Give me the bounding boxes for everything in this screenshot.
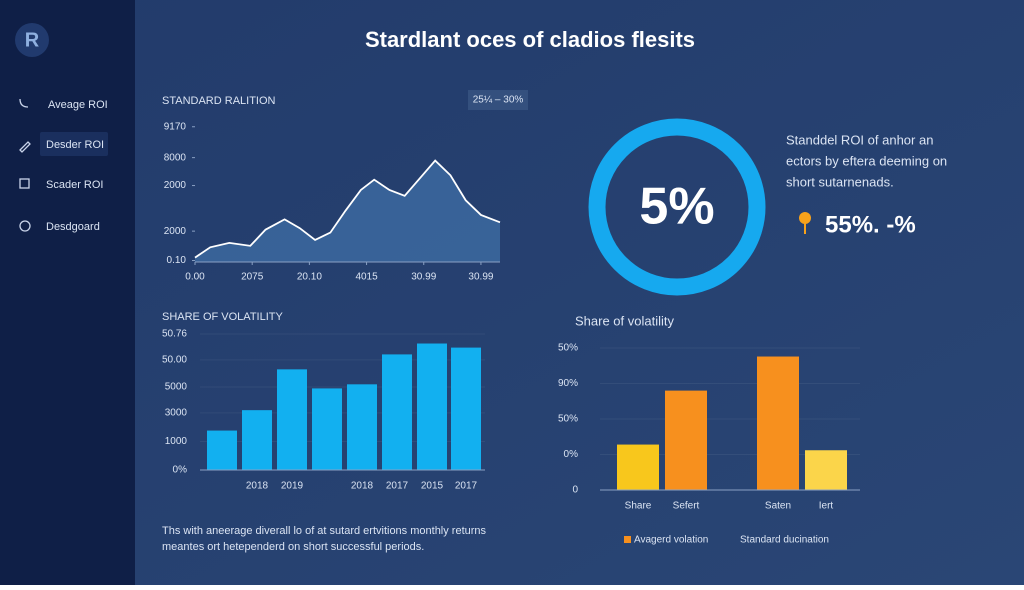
x-tick-label: 2015 (421, 481, 444, 492)
footnote-line: meantes ort hetependerd on short success… (162, 541, 424, 553)
y-tick-label: 9170 (164, 121, 187, 132)
x-tick-label: 2017 (455, 481, 478, 492)
icon (19, 220, 31, 232)
bar (665, 390, 707, 490)
badge: 25¼ – 30% (473, 94, 524, 106)
chart-title: Share of volatility (575, 313, 674, 328)
area (195, 160, 500, 262)
y-tick-label: 2000 (164, 180, 187, 191)
x-tick-label: 4015 (355, 272, 378, 283)
x-tick-label: 0.00 (185, 272, 205, 283)
bar (451, 347, 481, 470)
x-tick-label: 2018 (246, 481, 269, 492)
description-line: short sutarnenads. (786, 174, 894, 189)
bar (617, 444, 659, 490)
bar (805, 450, 847, 490)
donut-ring (588, 118, 766, 296)
x-tick-label: 20.10 (297, 272, 322, 283)
y-tick-label: 90% (558, 378, 578, 389)
page-title: Stardlant oces of cladios flesits (365, 27, 695, 52)
logo: R (25, 29, 40, 51)
line (194, 159, 501, 259)
x-tick-label: Share (625, 501, 652, 512)
icon (19, 178, 30, 189)
y-tick-label: 0 (572, 485, 578, 496)
nav-item[interactable]: Desder ROI (46, 139, 104, 151)
x-tick-label: Sefert (673, 501, 700, 512)
legend-label: Avagerd volation (634, 535, 708, 546)
y-tick-label: 3000 (165, 408, 188, 419)
y-tick-label: 2000 (164, 226, 187, 237)
icon (19, 98, 29, 108)
y-tick-label: 50% (558, 343, 578, 354)
pin-icon (799, 212, 811, 224)
chart-title: STANDARD RALITION (162, 95, 276, 107)
description-line: Standdel ROI of anhor an (786, 132, 933, 147)
bar (312, 388, 342, 470)
y-tick-label: 0.10 (167, 255, 187, 266)
y-tick-label: 8000 (164, 152, 187, 163)
legend-label: Standard ducination (740, 535, 829, 546)
nav-item[interactable]: Aveage ROI (48, 99, 108, 111)
y-tick-label: 1000 (165, 436, 188, 447)
icon (19, 141, 31, 153)
x-tick-label: 2019 (281, 481, 304, 492)
bar (207, 430, 237, 470)
x-tick-label: 30.99 (411, 272, 436, 283)
sidebar-icons (19, 98, 31, 232)
sidebar (0, 0, 135, 585)
bar (382, 354, 412, 470)
donut-label: 5% (639, 178, 714, 236)
y-tick-label: 50% (558, 414, 578, 425)
bar (242, 410, 272, 470)
active-item-bg (40, 132, 108, 156)
bar (417, 343, 447, 470)
legend-swatch (624, 536, 631, 543)
x-tick-label: 2018 (351, 481, 374, 492)
x-tick-label: Iert (819, 501, 834, 512)
y-tick-label: 5000 (165, 382, 188, 393)
bar (347, 384, 377, 470)
x-tick-label: 2075 (241, 272, 264, 283)
x-tick-label: Saten (765, 501, 791, 512)
description-line: ectors by eftera deeming on (786, 153, 947, 168)
y-tick-label: 50.00 (162, 354, 187, 365)
x-tick-label: 2017 (386, 481, 409, 492)
pin-label: 55%. -% (825, 211, 916, 238)
x-tick-label: 30.99 (468, 272, 493, 283)
y-tick-label: 0% (173, 465, 188, 476)
chart-title: SHARE OF VOLATILITY (162, 311, 283, 323)
logo-badge (15, 23, 49, 57)
nav-item[interactable]: Scader ROI (46, 179, 103, 191)
y-tick-label: 50.76 (162, 329, 187, 340)
nav-item[interactable]: Desdgoard (46, 221, 100, 233)
y-tick-label: 0% (564, 449, 579, 460)
bar (757, 356, 799, 490)
bar (277, 369, 307, 470)
footnote-line: Ths with aneerage diverall lo of at suta… (162, 525, 487, 537)
badge-bg (468, 90, 528, 110)
